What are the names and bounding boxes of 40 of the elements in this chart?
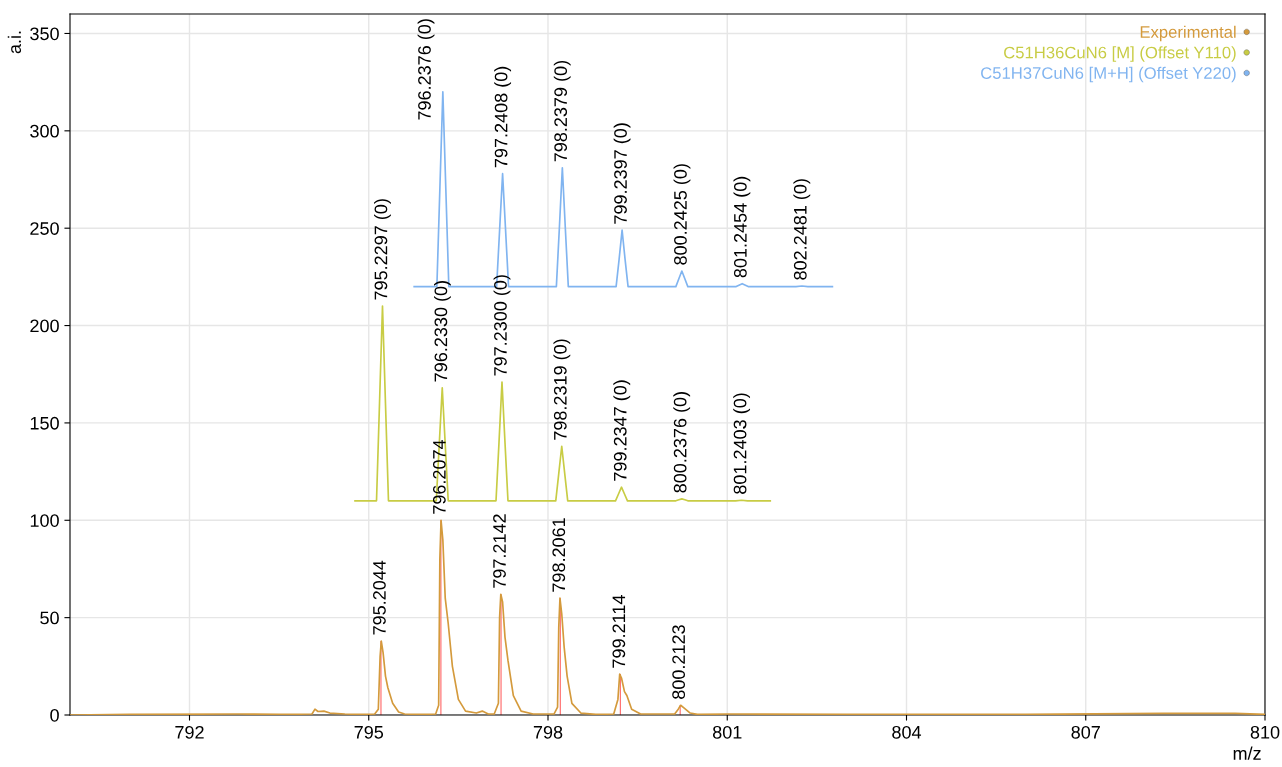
y-tick-label: 100 <box>30 514 59 527</box>
y-axis-title: a.i. <box>7 31 22 54</box>
annotation: 796.2074 <box>432 439 446 514</box>
x-tick-label: 807 <box>1071 725 1100 739</box>
x-tick-label: 804 <box>892 725 922 739</box>
annotation: 800.2123 <box>672 625 686 699</box>
annotation: 799.2114 <box>612 595 626 668</box>
x-tick-label: 810 <box>1250 725 1280 739</box>
legend-label: Experimental <box>1140 25 1236 42</box>
annotation: 798.2319 (0) <box>553 339 571 440</box>
x-tick-label: 798 <box>533 725 563 739</box>
x-tick-label: 801 <box>712 725 742 739</box>
y-tick-label: 50 <box>40 611 59 625</box>
annotation: 797.2408 (0) <box>494 66 512 168</box>
y-tick-label: 250 <box>30 222 59 235</box>
legend-label: C51H36CuN6 [M] (Offset Y110) <box>1004 46 1236 62</box>
y-tick-label: 150 <box>30 416 59 430</box>
annotation: 795.2044 <box>373 560 386 635</box>
annotation: 802.2481 (0) <box>793 179 811 280</box>
annotation: 800.2425 (0) <box>673 164 691 265</box>
y-tick-label: 0 <box>50 708 59 722</box>
annotation: 795.2297 (0) <box>374 199 391 300</box>
annotation: 801.2454 (0) <box>733 176 751 278</box>
annotation: 797.2142 <box>493 514 506 588</box>
annotation: 797.2300 (0) <box>493 275 511 376</box>
annotation: 798.2379 (0) <box>553 61 571 162</box>
annotation: 796.2376 (0) <box>417 19 435 120</box>
annotation: 796.2330 (0) <box>434 281 451 382</box>
x-tick-label: 792 <box>175 725 204 739</box>
annotation: 798.2061 <box>552 518 566 592</box>
x-axis-title: m/z <box>1233 746 1261 760</box>
annotation: 799.2347 (0) <box>613 380 631 481</box>
annotation: 800.2376 (0) <box>673 392 691 493</box>
annotation: 801.2403 (0) <box>733 393 751 494</box>
y-tick-label: 350 <box>30 27 59 41</box>
legend-label: C51H37CuN6 [M+H] (Offset Y220) <box>981 66 1236 83</box>
annotation: 799.2397 (0) <box>613 123 631 224</box>
y-tick-label: 200 <box>30 319 59 333</box>
x-tick-label: 795 <box>354 725 384 739</box>
y-tick-label: 300 <box>30 124 59 138</box>
